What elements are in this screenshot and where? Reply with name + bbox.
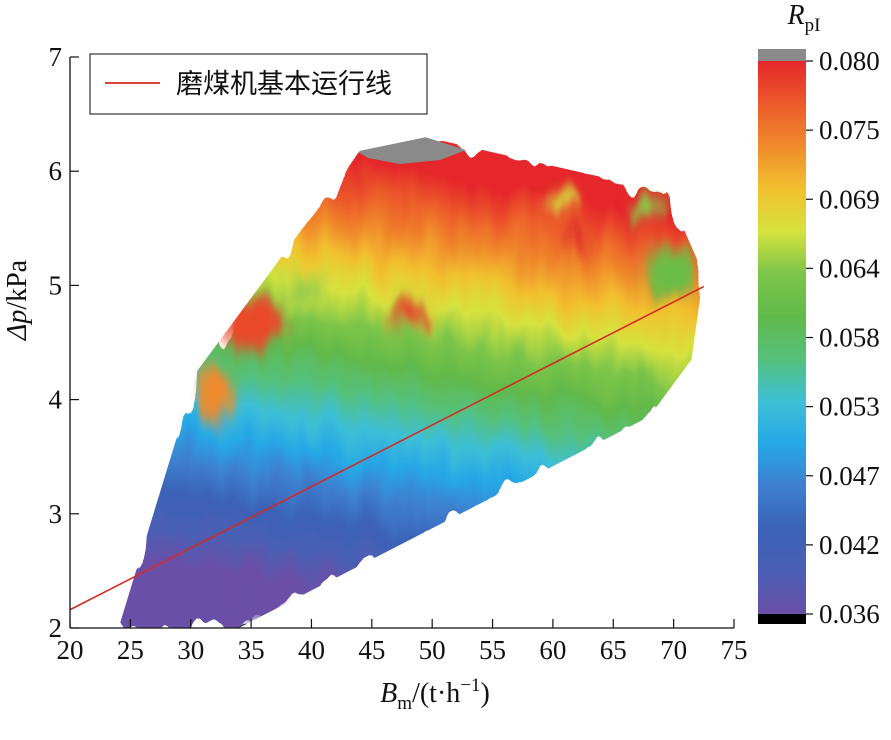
y-axis-label: Δp/kPa [2,259,33,341]
plot-area [69,136,705,629]
y-tick-label: 4 [49,385,63,415]
x-tick-label: 70 [660,635,687,665]
colorbar-title: RpI [787,0,821,36]
colorbar-gradient-bar [758,61,806,614]
y-tick-label: 7 [49,42,63,72]
x-tick-label: 50 [419,635,446,665]
series-line-basic-operating-line [69,285,705,611]
x-axis-label: Bm/(t·h−1) [380,675,490,714]
colorbar-tick-label: 0.036 [819,599,880,629]
colorbar-tick-label: 0.042 [819,530,880,560]
y-axis-ticks: 2 3 4 5 6 7 [49,42,79,643]
contour-band-fill [118,136,704,628]
y-tick-label: 2 [49,613,63,643]
x-tick-label: 60 [539,635,566,665]
x-tick-label: 55 [479,635,506,665]
colorbar-tick-label: 0.058 [819,323,880,353]
y-tick-label: 3 [49,499,63,529]
x-tick-label: 40 [298,635,325,665]
legend-box [89,53,428,115]
x-tick-label: 75 [721,635,748,665]
colorbar-over-segment [758,49,806,61]
contour-over-range-patch [355,137,466,164]
contour-blob [546,195,574,215]
contour-blob [195,369,231,421]
x-tick-label: 35 [238,635,265,665]
contour-blob [644,247,692,303]
y-tick-label: 6 [49,156,63,186]
colorbar-ticks: 0.080 0.075 0.069 0.064 0.058 0.053 0.047 0.042… [806,46,880,629]
contour-blob [226,591,278,623]
contour-blob [563,228,591,252]
colorbar-tick-label: 0.064 [819,253,880,283]
x-tick-label: 20 [57,635,84,665]
contour-blob [632,191,664,219]
x-tick-label: 65 [600,635,627,665]
colorbar-tick-label: 0.069 [819,184,880,214]
contour-domain-outline [117,136,705,629]
colorbar-tick-label: 0.075 [819,115,880,145]
x-tick-label: 45 [358,635,385,665]
contour-blob [218,301,282,349]
colorbar: RpI 0.0800.0750.0690.0640.0580.0530.0470… [758,0,880,629]
colorbar-under-segment [758,614,806,624]
colorbar-tick-label: 0.053 [819,392,880,422]
x-axis-ticks: 20 25 30 35 40 45 50 55 60 65 70 75 [57,619,748,665]
contour-blob [280,271,320,299]
colorbar-tick-label: 0.080 [819,46,880,76]
contour-blob [390,303,426,327]
legend-label-basic-operating-line: 磨煤机基本运行线 [176,69,392,99]
y-tick-label: 5 [49,270,63,300]
colorbar-tick-label: 0.047 [819,461,880,491]
contour-under-range-patch [318,588,336,600]
x-tick-label: 25 [117,635,144,665]
x-tick-label: 30 [177,635,204,665]
legend: 磨煤机基本运行线 [89,53,428,115]
